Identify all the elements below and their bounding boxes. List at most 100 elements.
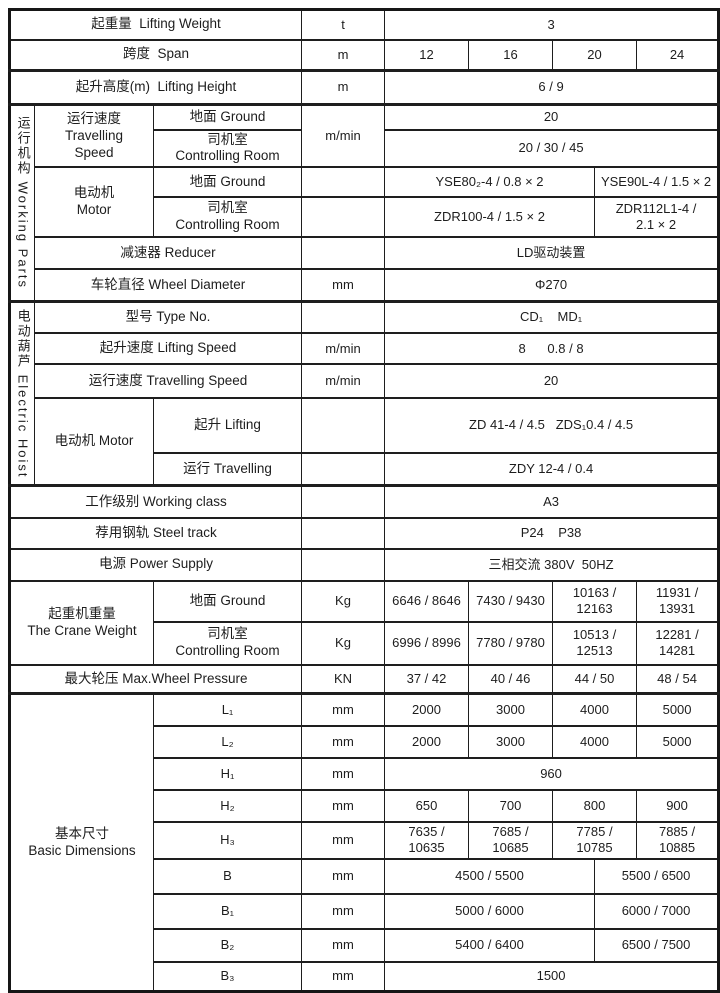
- dim-b3-value: 1500: [383, 960, 720, 993]
- crane-weight-cab-value-12: 6996 / 8996: [384, 621, 469, 666]
- crane-weight-cab-value-20: 10513 / 12513: [552, 621, 637, 666]
- dim-h1-value: 960: [383, 756, 720, 791]
- basic-dimensions-label: 基本尺寸 Basic Dimensions: [9, 692, 154, 993]
- dim-l2-value-24: 5000: [635, 724, 720, 759]
- span-value-12: 12: [384, 38, 469, 72]
- dim-l2-value-20: 4000: [552, 724, 637, 759]
- crane-weight-ground-label: 地面 Ground: [153, 579, 302, 623]
- hoist-lifting-speed-unit: m/min: [301, 332, 385, 366]
- dim-l2-unit: mm: [301, 724, 385, 759]
- max-wheel-pressure-label: 最大轮压 Max.Wheel Pressure: [9, 663, 302, 695]
- dim-l1-value-24: 5000: [635, 692, 720, 727]
- hoist-motor-label: 电动机 Motor: [34, 397, 154, 487]
- max-wheel-pressure-value-16: 40 / 46: [468, 663, 553, 695]
- working-class-label: 工作级别 Working class: [9, 484, 302, 519]
- crane-weight-cab-value-24: 12281 / 14281: [635, 621, 720, 666]
- crane-weight-ground-value-16: 7430 / 9430: [468, 579, 553, 623]
- hoist-lifting-speed-value: 8 0.8 / 8: [383, 332, 720, 366]
- type-no-value: CD₁ MD₁: [383, 299, 720, 335]
- dim-b-value-left: 4500 / 5500: [384, 857, 595, 895]
- lifting-height-unit: m: [301, 69, 385, 106]
- reducer-label: 减速器 Reducer: [34, 236, 302, 271]
- crane-weight-ground-value-24: 11931 / 13931: [635, 579, 720, 623]
- reducer-value: LD驱动装置: [383, 236, 720, 271]
- span-value-20: 20: [552, 38, 637, 72]
- travelling-speed-cab-label: 司机室 Controlling Room: [153, 129, 302, 169]
- section-electric-hoist-label: 电动葫芦 Electric Hoist: [9, 299, 35, 487]
- dim-h2-unit: mm: [301, 788, 385, 823]
- hoist-motor-travelling-value: ZDY 12-4 / 0.4: [383, 452, 720, 487]
- crane-weight-cab-label: 司机室 Controlling Room: [153, 621, 302, 666]
- dim-h3-value-20: 7785 / 10785: [552, 820, 637, 860]
- dim-h2-value-20: 800: [552, 788, 637, 823]
- wheel-diameter-label: 车轮直径 Wheel Diameter: [34, 268, 302, 303]
- lifting-weight-value: 3: [383, 8, 720, 41]
- crane-weight-cab-value-16: 7780 / 9780: [468, 621, 553, 666]
- crane-weight-cab-unit: Kg: [301, 621, 385, 666]
- crane-weight-ground-unit: Kg: [301, 579, 385, 623]
- steel-track-label: 荐用钢轨 Steel track: [9, 516, 302, 550]
- dim-b2-label: B₂: [153, 927, 302, 963]
- motor-cab-value-main: ZDR100-4 / 1.5 × 2: [384, 196, 595, 239]
- lifting-height-value: 6 / 9: [383, 69, 720, 106]
- type-no-label: 型号 Type No.: [34, 299, 302, 335]
- lifting-weight-unit: t: [301, 8, 385, 41]
- dim-h3-value-16: 7685 / 10685: [468, 820, 553, 860]
- crane-weight-ground-value-12: 6646 / 8646: [384, 579, 469, 623]
- motor-ground-label: 地面 Ground: [153, 166, 302, 199]
- motor-label: 电动机 Motor: [34, 166, 154, 239]
- dim-b3-unit: mm: [301, 960, 385, 993]
- dim-h1-unit: mm: [301, 756, 385, 791]
- dim-h3-value-12: 7635 / 10635: [384, 820, 469, 860]
- dim-b3-label: B₃: [153, 960, 302, 993]
- dim-l1-label: L₁: [153, 692, 302, 727]
- max-wheel-pressure-value-12: 37 / 42: [384, 663, 469, 695]
- span-label: 跨度 Span: [9, 38, 302, 72]
- travelling-speed-label: 运行速度 Travelling Speed: [34, 103, 154, 169]
- motor-cab-unit: [301, 196, 385, 239]
- max-wheel-pressure-unit: KN: [301, 663, 385, 695]
- dim-b1-value-left: 5000 / 6000: [384, 892, 595, 930]
- working-class-value: A3: [383, 484, 720, 519]
- max-wheel-pressure-value-24: 48 / 54: [635, 663, 720, 695]
- hoist-motor-travelling-label: 运行 Travelling: [153, 452, 302, 487]
- lifting-height-label: 起升高度(m) Lifting Height: [9, 69, 302, 106]
- dim-b1-label: B₁: [153, 892, 302, 930]
- dim-b-value-right: 5500 / 6500: [593, 857, 720, 895]
- wheel-diameter-unit: mm: [301, 268, 385, 303]
- dim-h2-value-24: 900: [635, 788, 720, 823]
- dim-h3-value-24: 7885 / 10885: [635, 820, 720, 860]
- hoist-travelling-speed-label: 运行速度 Travelling Speed: [34, 363, 302, 400]
- dim-b2-value-left: 5400 / 6400: [384, 927, 595, 963]
- power-supply-value: 三相交流 380V 50HZ: [383, 547, 720, 582]
- crane-weight-ground-value-20: 10163 / 12163: [552, 579, 637, 623]
- crane-specification-table: 起重量 Lifting Weight t 3 跨度 Span m 12 16 2…: [8, 8, 720, 993]
- reducer-unit: [301, 236, 385, 271]
- dim-h3-unit: mm: [301, 820, 385, 860]
- motor-cab-label: 司机室 Controlling Room: [153, 196, 302, 239]
- hoist-lifting-speed-label: 起升速度 Lifting Speed: [34, 332, 302, 366]
- dim-h2-label: H₂: [153, 788, 302, 823]
- wheel-diameter-value: Φ270: [383, 268, 720, 303]
- power-supply-unit: [301, 547, 385, 582]
- travelling-speed-unit: m/min: [301, 103, 385, 169]
- motor-ground-value-last: YSE90L-4 / 1.5 × 2: [593, 166, 720, 199]
- hoist-motor-lifting-value: ZD 41-4 / 4.5 ZDS₁0.4 / 4.5: [383, 397, 720, 454]
- dim-l1-value-16: 3000: [468, 692, 553, 727]
- motor-ground-value-main: YSE80₂-4 / 0.8 × 2: [384, 166, 595, 199]
- dim-l2-label: L₂: [153, 724, 302, 759]
- dim-h2-value-12: 650: [384, 788, 469, 823]
- dim-b-label: B: [153, 857, 302, 895]
- steel-track-value: P24 P38: [383, 516, 720, 550]
- power-supply-label: 电源 Power Supply: [9, 547, 302, 582]
- dim-h3-label: H₃: [153, 820, 302, 860]
- dim-h1-label: H₁: [153, 756, 302, 791]
- hoist-motor-travelling-unit: [301, 452, 385, 487]
- dim-l1-unit: mm: [301, 692, 385, 727]
- travelling-speed-ground-label: 地面 Ground: [153, 103, 302, 131]
- max-wheel-pressure-value-20: 44 / 50: [552, 663, 637, 695]
- dim-b1-value-right: 6000 / 7000: [593, 892, 720, 930]
- dim-l2-value-16: 3000: [468, 724, 553, 759]
- motor-ground-unit: [301, 166, 385, 199]
